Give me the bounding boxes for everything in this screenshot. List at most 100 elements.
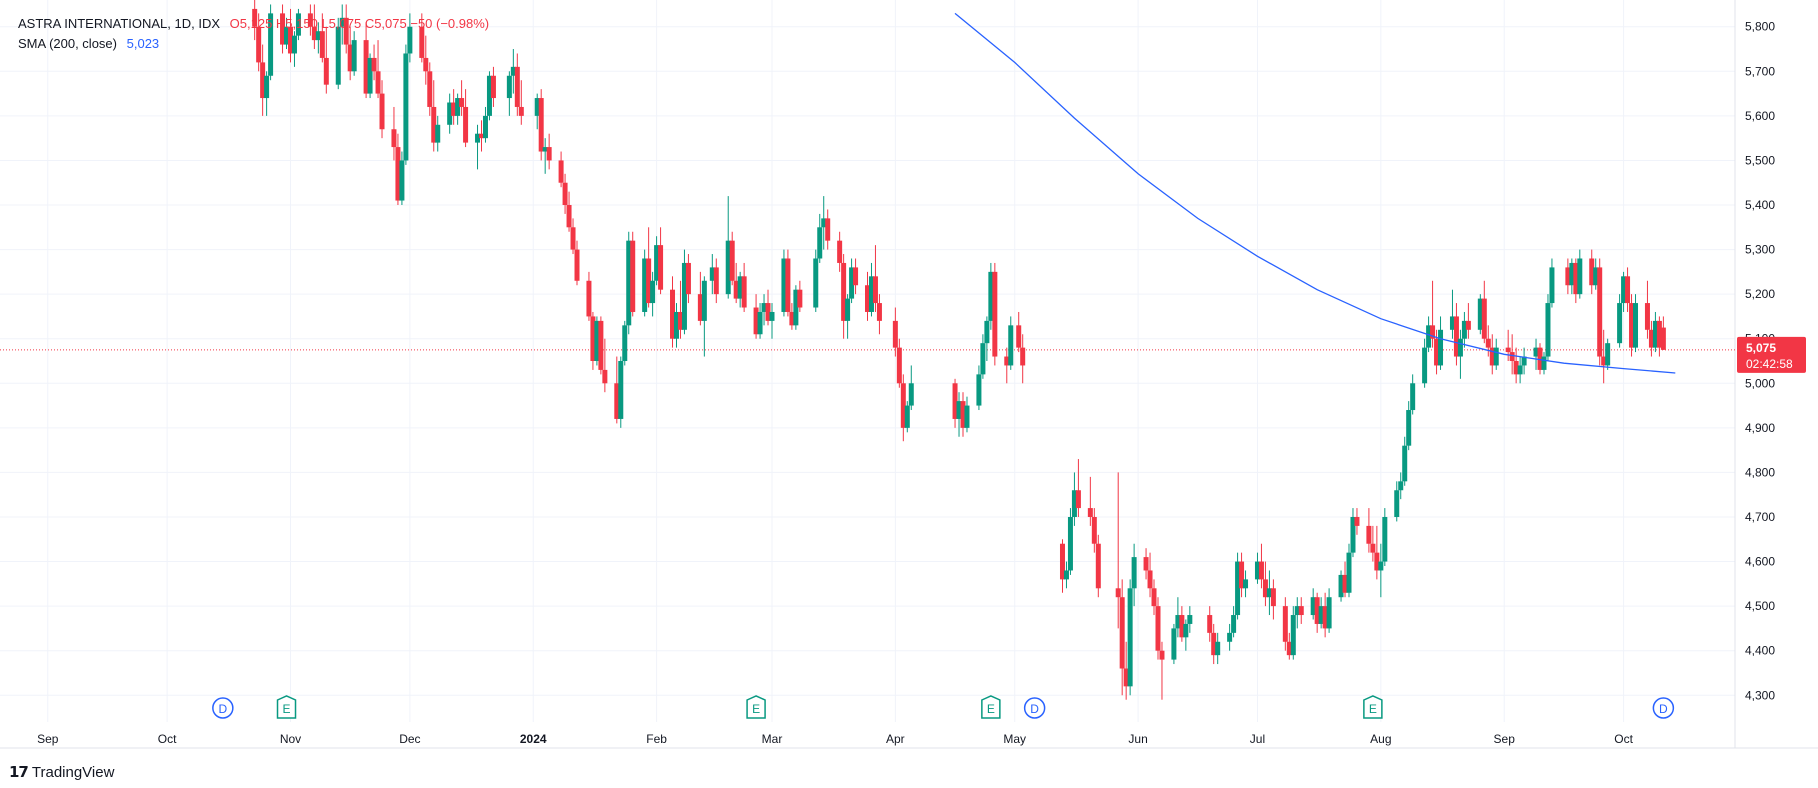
candle-body [403,53,409,161]
candle-body [785,258,791,312]
candle-body [260,62,266,99]
price-tick-label: 4,500 [1745,599,1775,613]
candle-body [1016,325,1022,348]
candle-body [1505,347,1511,353]
candle-body [797,289,803,308]
candle-body [896,347,902,384]
candle-body [391,129,397,148]
candle-body [427,71,433,107]
candle-body [733,280,739,299]
candle-body [431,106,437,143]
sma-legend-label[interactable]: SMA (200, close) [18,36,117,51]
candle-body [252,8,258,27]
candle-body [1326,597,1332,629]
dividend-marker-label: D [219,702,228,716]
candle-body [876,303,882,321]
symbol-title[interactable]: ASTRA INTERNATIONAL, 1D, IDX [18,16,221,31]
candle-body [984,320,990,344]
candle-body [642,258,648,312]
candle-body [1593,267,1599,286]
candle-body [1115,588,1121,598]
candle-body [781,258,787,312]
candle-body [1175,615,1181,629]
candle-body [1617,303,1623,344]
candle-body [1119,597,1125,669]
candle-body [280,13,286,45]
candle-body [841,262,847,321]
candle-body [1159,650,1165,660]
candle-body [789,311,795,326]
candle-body [1481,298,1487,339]
candle-body [904,405,910,428]
dividend-marker-icon [212,697,234,719]
chart-legend: ASTRA INTERNATIONAL, 1D, IDX O5,125 H5,1… [18,14,489,54]
candle-body [347,44,353,72]
price-axis[interactable]: 4,300 4,400 4,500 4,600 4,700 4,800 4,900 5,000… [1745,20,1775,703]
candle-body [1410,383,1416,411]
candle-body [371,57,377,72]
candle-body [817,227,823,259]
candle-body [459,98,465,107]
earnings-marker-icon [276,695,297,719]
candle-body [1243,579,1249,589]
time-tick-label: Jul [1250,732,1265,746]
time-tick-label: Mar [762,732,783,746]
candle-body [1625,276,1631,304]
candle-body [677,311,683,330]
candle-body [455,98,461,116]
candle-body [1601,356,1607,366]
candle-body [868,276,874,312]
candle-body [1127,588,1133,687]
candle-body [980,343,986,375]
candle-body [566,205,572,228]
candle-body [558,160,564,183]
price-tick-label: 5,300 [1745,243,1775,257]
candle-body [697,294,703,321]
symbol-legend-row[interactable]: ASTRA INTERNATIONAL, 1D, IDX O5,125 H5,1… [18,14,489,34]
candle-body [1370,543,1376,553]
sma-legend-value: 5,023 [126,36,160,51]
candle-body [654,245,660,281]
candle-body [725,240,731,295]
candle-body [622,325,628,361]
candle-body [1270,588,1276,607]
time-axis[interactable]: Sep Oct Nov Dec 2024 Feb Mar Apr May Jun Jul Aug Sep… [37,732,1634,746]
price-tick-label: 4,400 [1745,644,1775,658]
candle-body [1565,267,1571,286]
candle-body [375,71,381,94]
earnings-marker-label: E [283,702,291,716]
candle-body [1378,561,1384,571]
candle-body [598,320,604,370]
time-tick-label: Feb [646,732,667,746]
candle-body [853,267,859,286]
candle-body [1282,606,1288,642]
candle-body [379,93,385,130]
candle-body [1338,574,1344,598]
candle-body [1286,641,1292,656]
price-tick-label: 4,700 [1745,510,1775,524]
candle-body [542,147,548,152]
candle-body [510,66,516,76]
candle-body [407,26,413,54]
chart-grid [0,0,1818,749]
price-tick-label: 5,600 [1745,109,1775,123]
candle-body [311,26,317,41]
sma-legend-row[interactable]: SMA (200, close) 5,023 [18,34,489,54]
candle-body [908,383,914,406]
earnings-marker-icon [981,695,1001,719]
candle-body [1537,347,1543,370]
candle-body [1656,320,1662,348]
last-price-value: 5,075 [1746,341,1776,355]
tradingview-brand[interactable]: 𝟭𝟳 TradingView [9,763,114,782]
candle-body [1406,410,1412,446]
candle-body [1020,347,1026,366]
candle-body [423,57,429,72]
candle-body [1605,343,1611,366]
candle-body [562,182,568,206]
candle-body [1457,338,1463,357]
candle-body [626,240,632,326]
candle-body [315,31,321,41]
candle-body [1071,490,1077,517]
candle-body [1091,516,1097,544]
